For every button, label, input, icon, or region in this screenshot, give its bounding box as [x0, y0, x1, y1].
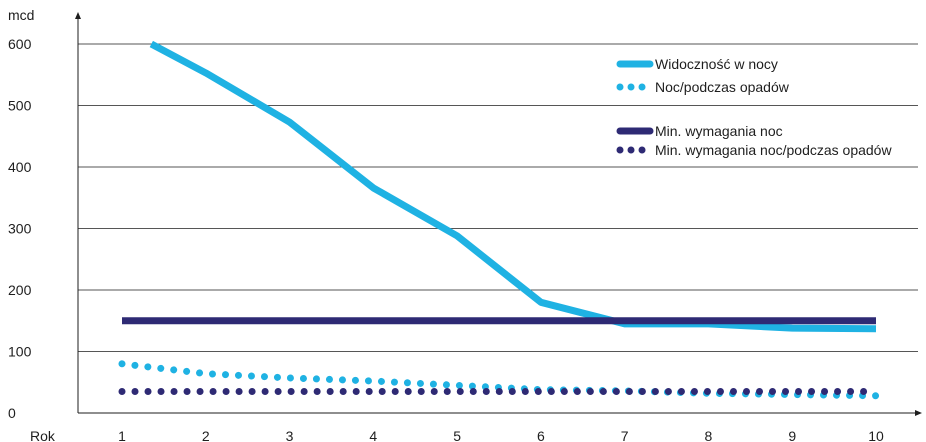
legend: Widoczność w nocy Noc/podczas opadów Min. … [616, 56, 892, 158]
x-axis-arrow [915, 410, 922, 416]
x-tick-5: 5 [453, 428, 461, 442]
y-tick-200: 200 [8, 282, 32, 298]
x-tick-7: 7 [621, 428, 629, 442]
x-tick-2: 2 [202, 428, 210, 442]
y-axis-arrow [75, 12, 81, 19]
legend-label-4: Min. wymagania noc/podczas opadów [655, 142, 892, 158]
x-tick-3: 3 [286, 428, 294, 442]
x-tick-10: 10 [868, 428, 884, 442]
series-line-1 [149, 40, 877, 333]
y-tick-500: 500 [8, 98, 32, 114]
gridlines [78, 43, 918, 352]
x-tick-9: 9 [788, 428, 796, 442]
x-tick-1: 1 [118, 428, 126, 442]
x-axis-label: Rok [30, 428, 56, 442]
y-tick-100: 100 [8, 344, 32, 360]
x-tick-labels: 1 2 3 4 5 6 7 8 9 10 [118, 428, 884, 442]
x-tick-6: 6 [537, 428, 545, 442]
series-line-2 [118, 360, 880, 400]
x-tick-4: 4 [369, 428, 377, 442]
y-tick-300: 300 [8, 221, 32, 237]
legend-label-1: Widoczność w nocy [655, 56, 778, 72]
y-axis-label: mcd [8, 7, 34, 23]
y-tick-labels: 0 100 200 300 400 500 600 [8, 36, 32, 421]
y-tick-0: 0 [8, 405, 16, 421]
y-tick-600: 600 [8, 36, 32, 52]
axes [75, 12, 922, 416]
series-lines [118, 40, 880, 400]
legend-label-3: Min. wymagania noc [655, 123, 783, 139]
y-tick-400: 400 [8, 159, 32, 175]
x-tick-8: 8 [705, 428, 713, 442]
legend-label-2: Noc/podczas opadów [655, 79, 790, 95]
